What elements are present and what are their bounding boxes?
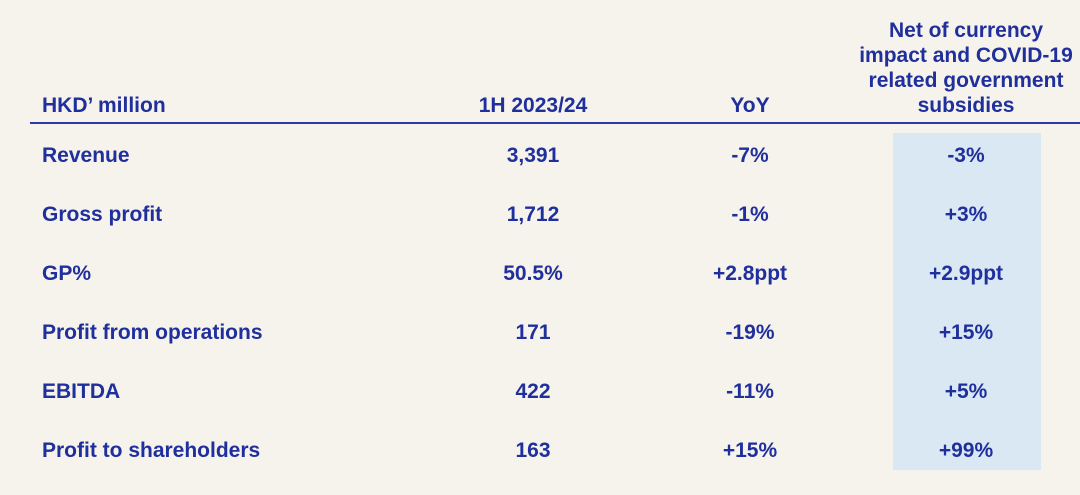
cell-value: 422 [515,380,551,403]
cell-value: -3% [947,144,985,167]
cell-value: +15% [722,439,778,462]
cell-value: +5% [944,380,988,403]
cell-value: -19% [725,321,775,344]
cell-value: -1% [731,203,769,226]
column-header: HKD’ million [42,94,166,117]
header-rule [30,122,1080,124]
row-label: EBITDA [42,380,121,403]
cell-value: -11% [726,380,774,403]
column-header-line: subsidies [917,94,1015,117]
cell-value: +2.9ppt [928,262,1004,285]
column-header: YoY [730,94,770,117]
row-label: Profit from operations [42,321,263,344]
cell-value: 50.5% [503,262,563,285]
column-header-line: impact and COVID-19 [859,44,1073,67]
cell-value: 163 [515,439,551,462]
cell-value: 3,391 [506,144,560,167]
row-label: Revenue [42,144,130,167]
column-header-line: related government [868,69,1064,92]
cell-value: +3% [944,203,988,226]
cell-value: -7% [731,144,769,167]
row-label: Profit to shareholders [42,439,261,462]
column-header: 1H 2023/24 [478,94,588,117]
column-header-line: Net of currency [888,19,1044,42]
row-label: Gross profit [42,203,163,226]
row-label: GP% [42,262,92,285]
cell-value: +2.8ppt [712,262,788,285]
cell-value: 1,712 [506,203,560,226]
cell-value: +15% [938,321,994,344]
cell-value: +99% [938,439,994,462]
cell-value: 171 [515,321,551,344]
highlight-column [893,133,1041,470]
